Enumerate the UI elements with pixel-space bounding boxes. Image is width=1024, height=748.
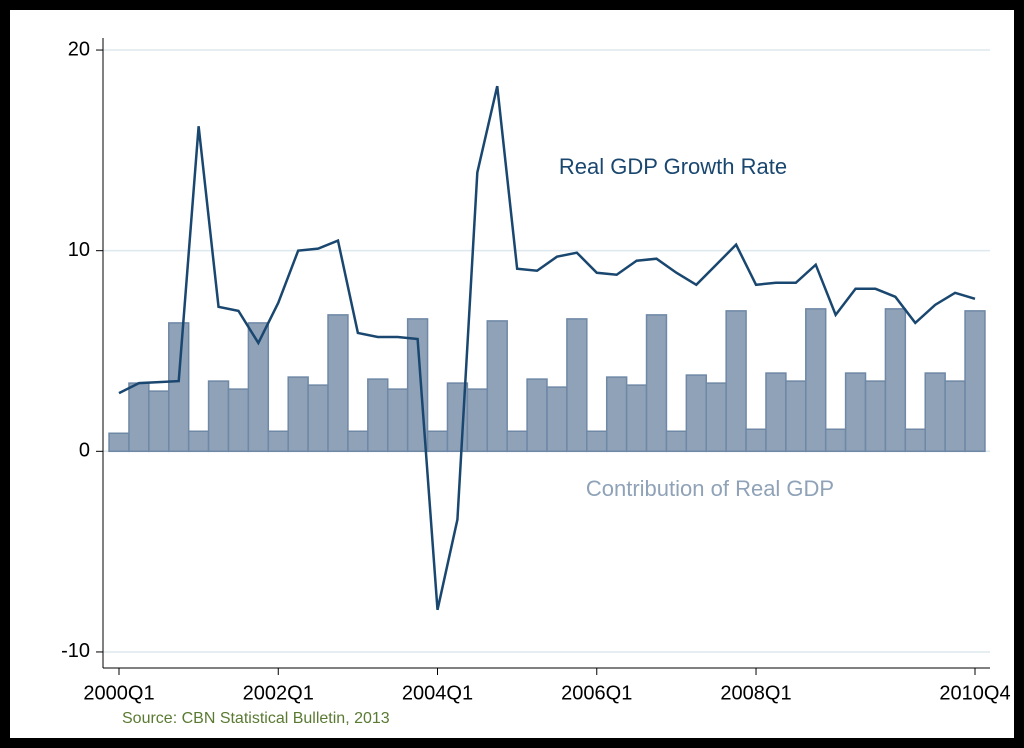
bar <box>944 380 966 453</box>
bar <box>227 388 250 453</box>
bar <box>466 388 489 453</box>
series-label: Real GDP Growth Rate <box>559 154 787 179</box>
bar <box>904 428 926 453</box>
bar <box>386 388 409 453</box>
bar <box>207 380 230 453</box>
bar <box>168 322 190 453</box>
x-tick-label: 2008Q1 <box>720 682 791 704</box>
bar <box>367 378 389 453</box>
bar <box>785 380 807 453</box>
x-tick-label: 2002Q1 <box>243 682 314 704</box>
bar <box>426 430 449 453</box>
bar <box>347 430 369 453</box>
bar <box>506 430 528 453</box>
y-tick-label: 10 <box>68 239 90 261</box>
bar <box>645 314 668 453</box>
bar <box>307 384 329 453</box>
bar <box>605 376 628 453</box>
bar <box>526 378 548 453</box>
bar <box>665 430 688 453</box>
series-label: Contribution of Real GDP <box>586 476 834 501</box>
bar <box>566 318 588 453</box>
bar <box>805 308 827 453</box>
y-tick-label: 20 <box>68 38 90 60</box>
bar <box>924 372 946 453</box>
bar <box>287 376 309 453</box>
bar <box>625 384 648 453</box>
bar <box>546 386 568 453</box>
bar <box>844 372 867 453</box>
bar <box>108 432 130 453</box>
bar <box>884 308 907 453</box>
bar <box>247 322 270 453</box>
bar <box>148 390 170 453</box>
line <box>118 85 976 611</box>
x-tick-label: 2006Q1 <box>561 682 632 704</box>
x-tick-label: 2000Q1 <box>83 682 154 704</box>
bar <box>725 310 747 453</box>
bar <box>486 320 508 453</box>
bar <box>705 382 727 453</box>
bar <box>327 314 349 453</box>
bar <box>187 430 210 453</box>
bar <box>685 374 708 453</box>
bar <box>824 428 847 453</box>
x-tick-label: 2010Q4 <box>939 682 1010 704</box>
bar <box>267 430 289 453</box>
y-tick-label: 0 <box>79 440 90 462</box>
x-tick-label: 2004Q1 <box>402 682 473 704</box>
y-tick-label: -10 <box>61 640 90 662</box>
bar <box>765 372 787 453</box>
bar <box>586 430 608 453</box>
bar <box>864 380 887 453</box>
bar <box>745 428 767 453</box>
source-note: Source: CBN Statistical Bulletin, 2013 <box>122 710 390 727</box>
bar <box>128 382 150 453</box>
bar <box>964 310 986 453</box>
